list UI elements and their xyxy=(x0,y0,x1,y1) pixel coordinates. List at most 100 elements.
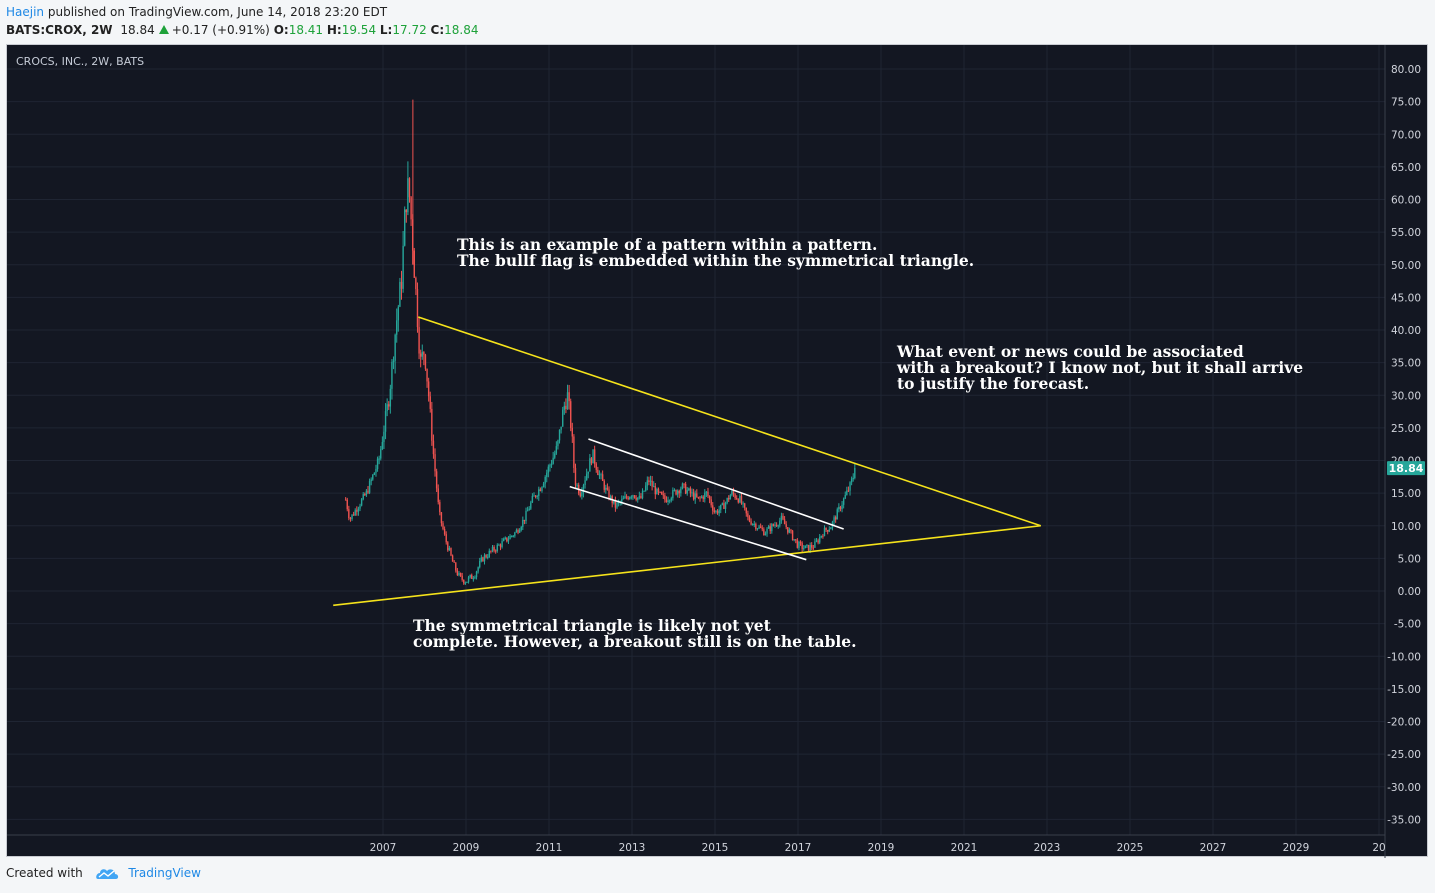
price-tick-label: 10.00 xyxy=(1391,521,1421,533)
price-tick-label: 40.00 xyxy=(1391,325,1421,337)
price-badge-label: 18.84 xyxy=(1389,462,1424,475)
candle-body xyxy=(442,523,444,530)
candle-body xyxy=(582,485,585,493)
candle-body xyxy=(667,500,669,503)
candle-body xyxy=(592,449,594,464)
candle-body xyxy=(348,509,350,519)
candle-body xyxy=(471,574,473,579)
price-chart[interactable]: 80.00 75.00 70.00 65.00 60.00 55.00 50.00 45.00… xyxy=(7,45,1429,858)
candle-body xyxy=(427,381,430,397)
candle-body xyxy=(565,405,567,410)
candle-body xyxy=(356,510,358,512)
candle-body xyxy=(763,529,765,536)
candle-body xyxy=(852,477,854,479)
candle-body xyxy=(833,517,835,522)
candle-body xyxy=(777,525,779,527)
candle-body xyxy=(715,510,717,512)
candle-body xyxy=(491,546,494,552)
candle-body xyxy=(814,541,816,548)
price-tick-label: -35.00 xyxy=(1387,814,1421,826)
time-axis[interactable]: 2007 2009 2011 2013 2015 2017 2019 2021 2023 2025… xyxy=(370,842,1386,854)
candle-body xyxy=(597,469,599,475)
candle-body xyxy=(429,396,431,409)
tradingview-link[interactable]: TradingView xyxy=(128,866,201,880)
candle-body xyxy=(431,408,433,441)
candle-body xyxy=(598,474,601,476)
price-axis[interactable]: 80.00 75.00 70.00 65.00 60.00 55.00 50.00 45.00… xyxy=(1387,64,1421,826)
candle-body xyxy=(785,524,787,528)
candle-body xyxy=(483,555,486,562)
candle-body xyxy=(384,411,387,432)
candle-body xyxy=(759,526,762,528)
time-tick-label: 2011 xyxy=(536,842,563,854)
candle-body xyxy=(803,548,805,550)
candle-body xyxy=(774,524,776,526)
candle-body xyxy=(731,491,733,496)
candle-body xyxy=(416,289,419,328)
candle-body xyxy=(640,496,642,499)
candle-body xyxy=(748,517,751,522)
candle-body xyxy=(571,427,574,437)
candle-body xyxy=(755,523,757,530)
candle-body xyxy=(653,486,655,488)
up-arrow-icon xyxy=(158,25,169,34)
candle-body xyxy=(404,209,406,246)
candle-body xyxy=(846,490,848,495)
candle-body xyxy=(726,498,728,503)
candle-body xyxy=(747,513,749,518)
price-tick-label: 75.00 xyxy=(1391,97,1421,109)
candle-body xyxy=(648,480,650,483)
candle-body xyxy=(593,449,596,464)
candle-body xyxy=(349,518,352,520)
candle-body xyxy=(443,529,446,535)
candle-body xyxy=(811,544,813,548)
candle-body xyxy=(352,514,355,516)
price-tick-label: 60.00 xyxy=(1391,195,1421,207)
price-tick-label: 65.00 xyxy=(1391,162,1421,174)
candle-body xyxy=(407,178,409,213)
candle-body xyxy=(520,526,522,531)
candle-body xyxy=(646,480,649,486)
flag-lower-line xyxy=(569,485,807,561)
annotation-event-line2: with a breakout? I know not, but it shal… xyxy=(896,358,1303,377)
candle-body xyxy=(351,514,353,519)
candle-body xyxy=(801,543,803,549)
price-badge: 18.84 xyxy=(1387,461,1425,476)
chart-header: Haejin published on TradingView.com, Jun… xyxy=(6,3,479,39)
candle-body xyxy=(504,537,506,539)
candle-body xyxy=(469,574,471,578)
author-link[interactable]: Haejin xyxy=(6,5,45,19)
candle-body xyxy=(823,527,826,537)
time-tick-label: 2009 xyxy=(453,842,480,854)
candle-body xyxy=(590,458,593,464)
chart-panel[interactable]: 80.00 75.00 70.00 65.00 60.00 55.00 50.00 45.00… xyxy=(6,44,1429,858)
candle-body xyxy=(700,496,703,498)
candle-body xyxy=(692,492,695,500)
chart-title: CROCS, INC., 2W, BATS xyxy=(16,55,144,68)
candle-body xyxy=(656,488,658,495)
candle-body xyxy=(480,557,483,561)
candle-body xyxy=(771,524,773,532)
candle-body xyxy=(608,489,610,499)
candle-body xyxy=(502,538,505,542)
candle-body xyxy=(450,548,452,556)
candle-body xyxy=(751,523,754,525)
candle-body xyxy=(627,497,629,500)
candle-body xyxy=(558,429,561,441)
candle-body xyxy=(451,555,454,562)
candle-body xyxy=(704,492,706,499)
candle-body xyxy=(838,506,840,510)
candle-body xyxy=(424,354,427,369)
candle-body xyxy=(375,468,377,473)
candle-body xyxy=(638,496,641,498)
candle-body xyxy=(787,527,789,533)
candle-body xyxy=(672,490,674,499)
triangle-lower-line xyxy=(333,524,1041,607)
candle-body xyxy=(587,471,589,474)
close-value: 18.84 xyxy=(444,23,479,37)
price-tick-label: 25.00 xyxy=(1391,423,1421,435)
candle-body xyxy=(396,320,398,335)
candle-body xyxy=(373,472,376,475)
candle-body xyxy=(547,466,550,473)
price-tick-label: 45.00 xyxy=(1391,292,1421,304)
